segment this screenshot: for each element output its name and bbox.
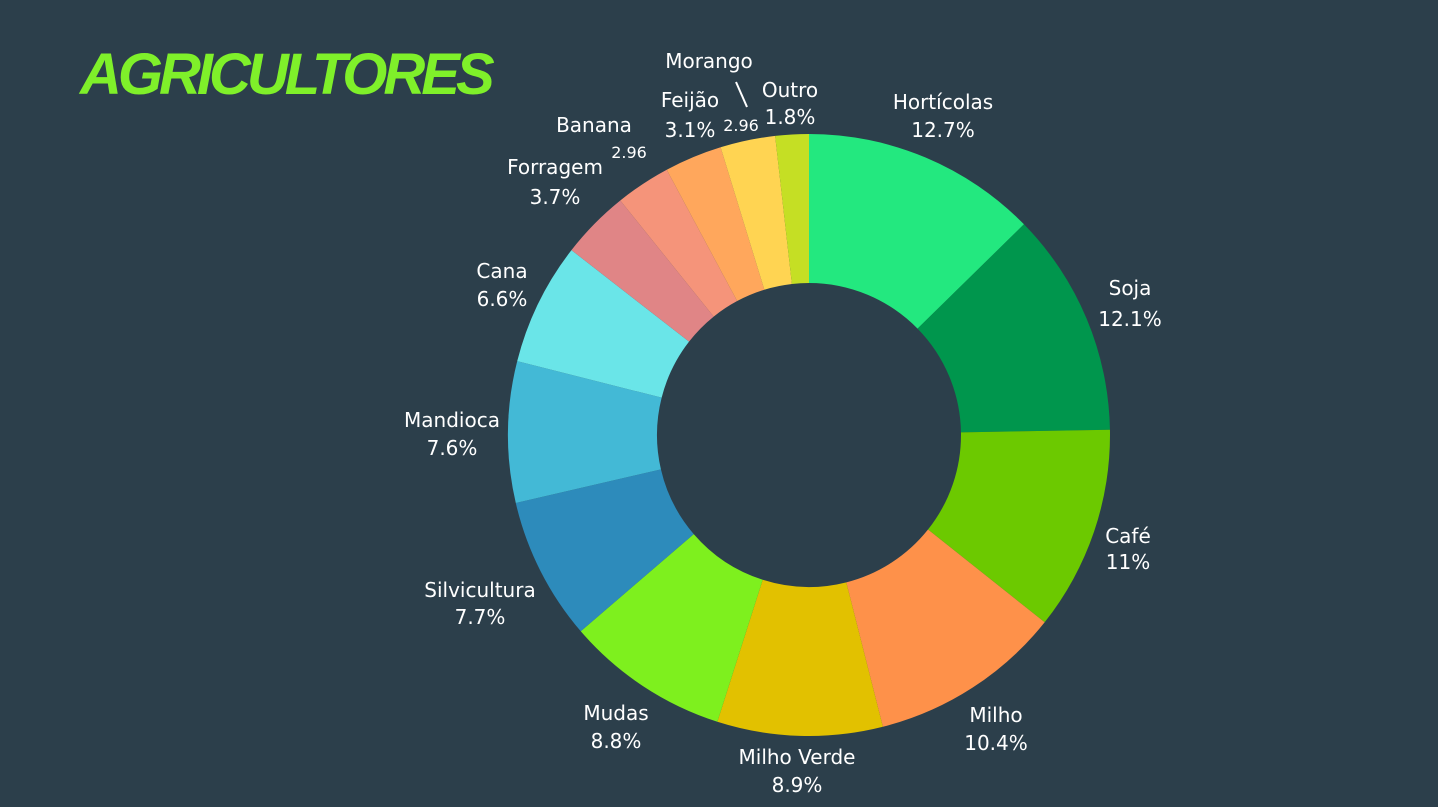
slice-label-outro: Outro [762,78,818,102]
slice-label-feijao: Feijão [661,88,719,112]
slice-value-morango: 2.96 [723,116,759,135]
slice-value-cana: 6.6% [477,287,528,311]
leader-line-morango [735,81,748,108]
slice-label-soja: Soja [1109,276,1152,300]
slice-value-outro: 1.8% [765,105,816,129]
slice-horticolas [809,134,1024,329]
slice-label-horticolas: Hortícolas [893,90,993,114]
slice-value-soja: 12.1% [1098,307,1162,331]
slice-value-milho-verde: 8.9% [772,773,823,797]
slice-label-banana: Banana [556,113,632,137]
slice-cafe [928,429,1110,623]
slice-silvicultura [515,469,694,632]
slice-cana [517,250,690,398]
slice-forragem [571,200,714,342]
slice-value-mandioca: 7.6% [427,436,478,460]
slice-label-forragem: Forragem [507,155,603,179]
slice-label-milho-verde: Milho Verde [739,745,856,769]
slice-label-mandioca: Mandioca [404,408,500,432]
slice-banana [620,169,738,317]
donut-slices [507,134,1110,737]
slice-label-milho: Milho [969,703,1022,727]
slice-label-silvicultura: Silvicultura [424,578,535,602]
slice-soja [917,224,1110,433]
slice-label-cana: Cana [476,259,527,283]
slice-mandioca [507,361,662,504]
slice-milho-verde [717,579,883,737]
slice-outro [775,134,809,284]
slice-label-morango: Morango [665,49,753,73]
slice-mudas [580,534,763,722]
slice-value-cafe: 11% [1106,550,1150,574]
slice-value-feijao: 3.1% [665,118,716,142]
slice-label-cafe: Café [1105,524,1151,548]
slice-feijao [666,147,765,302]
slice-value-forragem: 3.7% [530,185,581,209]
slice-label-mudas: Mudas [583,701,648,725]
slice-value-milho: 10.4% [964,731,1028,755]
slice-value-banana: 2.96 [611,143,647,162]
slice-value-horticolas: 12.7% [911,118,975,142]
slice-value-mudas: 8.8% [591,729,642,753]
page-title: AGRICULTORES [80,42,495,107]
slice-value-silvicultura: 7.7% [455,605,506,629]
slice-milho [846,529,1045,727]
slice-morango [720,135,792,290]
